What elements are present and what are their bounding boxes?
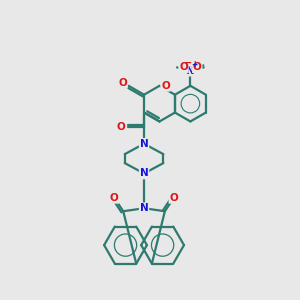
- Text: N: N: [140, 139, 148, 149]
- Text: +: +: [192, 60, 198, 69]
- Text: N: N: [186, 66, 195, 76]
- Text: O: O: [193, 62, 202, 72]
- Text: N: N: [140, 169, 148, 178]
- Text: O: O: [118, 78, 127, 88]
- Text: O: O: [169, 193, 178, 203]
- Text: O: O: [161, 81, 170, 91]
- Text: O: O: [117, 122, 125, 132]
- Text: O: O: [179, 62, 188, 72]
- Text: N: N: [140, 203, 148, 213]
- Text: O: O: [110, 193, 119, 203]
- Text: −: −: [184, 58, 192, 68]
